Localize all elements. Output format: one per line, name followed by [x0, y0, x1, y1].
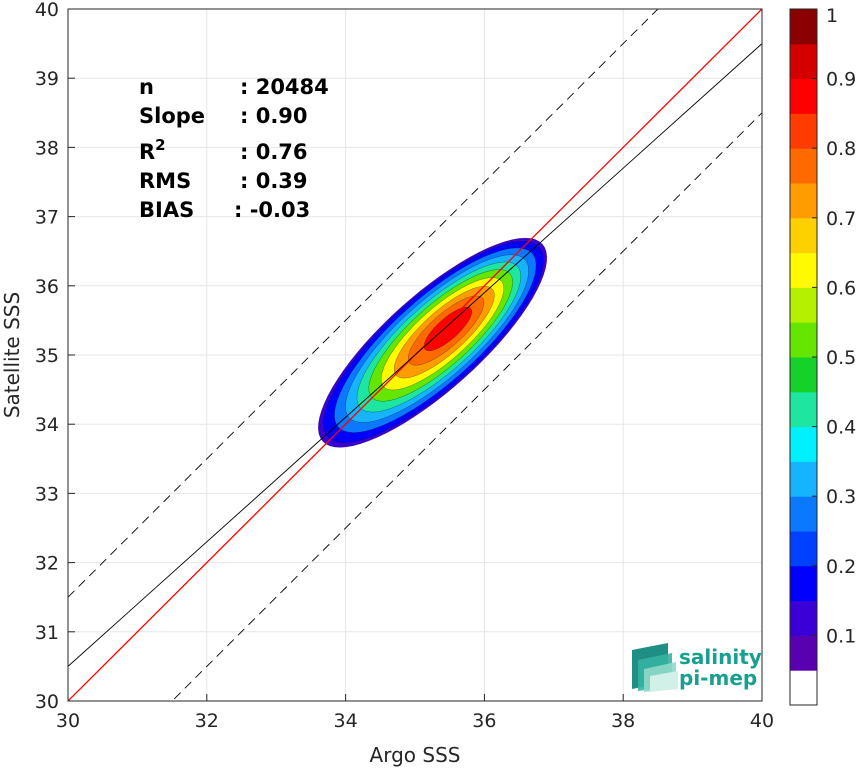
- colorbar-segment: [790, 635, 817, 671]
- salinity-pi-mep-logo: salinity pi-mep: [632, 643, 762, 692]
- regression-line: [68, 43, 762, 667]
- colorbar-segment: [790, 9, 817, 45]
- colorbar-tick-label: 0.6: [826, 277, 856, 299]
- colorbar-segment: [790, 78, 817, 114]
- stat-label: n: [139, 75, 154, 99]
- y-tick-label: 33: [35, 483, 59, 505]
- stat-label: R2: [139, 136, 166, 164]
- colorbar-tick-label: 1: [826, 5, 838, 27]
- colorbar: 0.1 0.2 0.3 0.4 0.5 0.6 0.7 0.8 0.9 1: [789, 5, 856, 706]
- colorbar-segment: [790, 113, 817, 149]
- y-axis: 30 31 32 33 34 35 36 37 38 39 40: [35, 0, 75, 713]
- y-tick-label: 37: [35, 207, 59, 229]
- x-tick-label: 40: [750, 710, 774, 732]
- x-tick-label: 38: [611, 710, 635, 732]
- stats-box: n : 20484 Slope : 0.90 R2 : 0.76 RMS : 0.39 BIAS…: [139, 75, 329, 222]
- logo-text-line2: pi-mep: [679, 666, 757, 690]
- colorbar-tick-label: 0.5: [826, 347, 856, 369]
- reference-lines: [68, 9, 762, 701]
- x-tick-label: 34: [334, 710, 358, 732]
- colorbar-segment: [790, 217, 817, 254]
- stat-value: : -0.03: [234, 198, 310, 222]
- colorbar-segment: [790, 43, 817, 80]
- colorbar-tick-label: 0.7: [826, 208, 856, 230]
- stat-label: BIAS: [139, 198, 194, 222]
- colorbar-tick-label: 0.1: [826, 625, 856, 647]
- colorbar-segment: [790, 322, 817, 358]
- colorbar-segment: [790, 531, 817, 567]
- colorbar-tick-label: 0.8: [826, 138, 856, 160]
- y-axis-label: Satellite SSS: [0, 292, 24, 418]
- x-tick-label: 30: [56, 710, 80, 732]
- colorbar-segment: [790, 461, 817, 497]
- colorbar-tick-label: 0.2: [826, 556, 856, 578]
- colorbar-tick-label: 0.3: [826, 486, 856, 508]
- colorbar-segment: [790, 670, 817, 706]
- y-tick-label: 38: [35, 137, 59, 159]
- y-tick-label: 34: [35, 414, 59, 436]
- y-tick-label: 30: [35, 691, 59, 713]
- x-tick-label: 36: [472, 710, 496, 732]
- stat-label: RMS: [139, 169, 191, 193]
- y-tick-label: 32: [35, 553, 59, 575]
- x-axis: 30 32 34 36 38 40: [56, 694, 774, 732]
- colorbar-tick-label: 0.9: [826, 69, 856, 91]
- colorbar-segment: [790, 183, 817, 219]
- stat-value: : 0.90: [240, 104, 308, 128]
- colorbar-tick-label: 0.4: [826, 417, 856, 439]
- stat-value: : 20484: [240, 75, 329, 99]
- colorbar-segment: [790, 287, 817, 323]
- stat-value: : 0.39: [240, 169, 308, 193]
- colorbar-segment: [790, 357, 817, 393]
- y-tick-label: 36: [35, 276, 59, 298]
- x-axis-label: Argo SSS: [370, 743, 461, 767]
- y-tick-label: 40: [35, 0, 59, 21]
- logo-text-line1: salinity: [679, 645, 762, 669]
- y-tick-label: 35: [35, 345, 59, 367]
- colorbar-segment: [790, 600, 817, 636]
- logo-waves-icon: [632, 643, 678, 692]
- y-tick-label: 31: [35, 622, 59, 644]
- y-tick-label: 39: [35, 68, 59, 90]
- stat-label: Slope: [139, 104, 205, 128]
- colorbar-segment: [790, 496, 817, 532]
- colorbar-segment: [790, 565, 817, 602]
- upper-bound-line: [68, 9, 659, 598]
- colorbar-segment: [790, 391, 817, 428]
- colorbar-segment: [790, 252, 817, 288]
- colorbar-segment: [790, 426, 817, 462]
- x-tick-label: 32: [195, 710, 219, 732]
- colorbar-segment: [790, 148, 817, 184]
- lower-bound-line: [171, 112, 762, 701]
- density-contour: [423, 306, 472, 351]
- stat-value: : 0.76: [240, 140, 308, 164]
